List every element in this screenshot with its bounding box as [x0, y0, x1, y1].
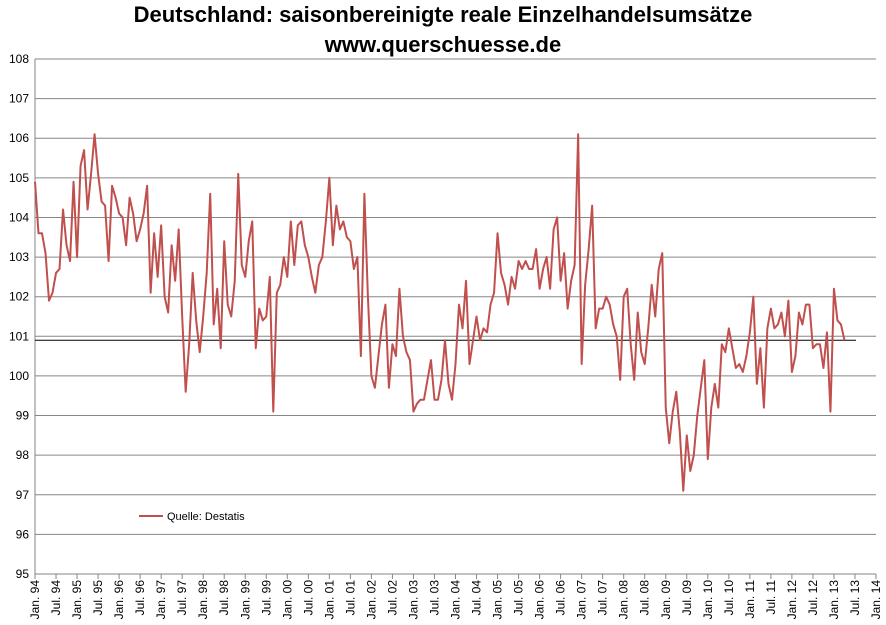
y-tick-label: 101 — [9, 329, 29, 343]
chart-title: Deutschland: saisonbereinigte reale Einz… — [133, 2, 753, 27]
x-tick-label: Jul. 96 — [133, 580, 147, 616]
legend: Quelle: Destatis — [139, 511, 245, 523]
x-tick-label: Jan. 07 — [575, 580, 589, 620]
x-tick-label: Jan. 10 — [701, 580, 715, 620]
x-tick-label: Jan. 01 — [322, 580, 336, 620]
x-tick-label: Jan. 04 — [449, 580, 463, 620]
y-tick-label: 95 — [16, 567, 30, 581]
axes — [34, 59, 877, 579]
y-tick-label: 105 — [9, 171, 29, 185]
x-tick-label: Jul. 98 — [217, 580, 231, 616]
x-tick-label: Jul. 00 — [301, 580, 315, 616]
x-tick-label: Jan. 11 — [743, 580, 757, 619]
y-tick-label: 108 — [9, 52, 29, 66]
x-tick-label: Jan. 12 — [785, 580, 799, 620]
x-tick-label: Jul. 01 — [343, 580, 357, 616]
y-tick-label: 103 — [9, 250, 29, 264]
x-tick-labels: Jan. 94 Jul. 94 Jan. 95 Jul. 95 Jan. 96 Jul. … — [28, 580, 883, 620]
x-tick-label: Jan. 94 — [28, 580, 42, 620]
x-tick-label: Jul. 04 — [470, 580, 484, 616]
x-tick-label: Jan. 95 — [70, 580, 84, 620]
x-tick-label: Jul. 97 — [175, 580, 189, 616]
x-tick-label: Jul. 12 — [806, 580, 820, 616]
x-tick-label: Jan. 09 — [659, 580, 673, 620]
x-tick-label: Jul. 11 — [764, 580, 778, 615]
x-tick-label: Jan. 14 — [869, 580, 883, 620]
chart-subtitle: www.querschuesse.de — [324, 32, 562, 57]
x-tick-label: Jan. 05 — [491, 580, 505, 620]
x-tick-label: Jul. 95 — [91, 580, 105, 616]
x-tick-label: Jan. 98 — [196, 580, 210, 620]
legend-label: Quelle: Destatis — [167, 511, 245, 523]
x-tick-label: Jan. 97 — [154, 580, 168, 620]
x-tick-label: Jul. 13 — [848, 580, 862, 616]
y-tick-label: 97 — [16, 488, 30, 502]
gridlines — [35, 58, 876, 575]
y-tick-label: 99 — [16, 409, 30, 423]
x-tick-label: Jul. 05 — [512, 580, 526, 616]
x-tick-label: Jul. 03 — [427, 580, 441, 616]
x-tick-label: Jan. 99 — [238, 580, 252, 620]
x-tick-label: Jul. 99 — [259, 580, 273, 616]
x-tick-label: Jan. 06 — [533, 580, 547, 620]
y-tick-labels: 95 96 97 98 99 100 101 102 103 104 105 106 107 108 — [9, 52, 29, 581]
y-tick-label: 98 — [16, 448, 30, 462]
x-tick-label: Jan. 08 — [617, 580, 631, 620]
x-tick-label: Jul. 94 — [49, 580, 63, 616]
y-tick-label: 96 — [16, 527, 30, 541]
y-tick-label: 104 — [9, 210, 29, 224]
series-layer — [34, 133, 846, 492]
x-tick-label: Jan. 13 — [827, 580, 841, 620]
y-tick-label: 102 — [9, 290, 29, 304]
y-tick-label: 106 — [9, 131, 29, 145]
series-line — [34, 133, 846, 492]
x-tick-label: Jan. 03 — [406, 580, 420, 620]
x-tick-label: Jul. 10 — [722, 580, 736, 616]
x-tick-label: Jul. 08 — [638, 580, 652, 616]
y-tick-label: 107 — [9, 92, 29, 106]
x-tick-label: Jul. 06 — [554, 580, 568, 616]
x-tick-label: Jul. 02 — [385, 580, 399, 616]
x-tick-label: Jul. 09 — [680, 580, 694, 616]
x-tick-label: Jan. 96 — [112, 580, 126, 620]
x-tick-label: Jul. 07 — [596, 580, 610, 616]
x-tick-label: Jan. 02 — [364, 580, 378, 620]
y-tick-label: 100 — [9, 369, 29, 383]
x-tick-label: Jan. 00 — [280, 580, 294, 620]
